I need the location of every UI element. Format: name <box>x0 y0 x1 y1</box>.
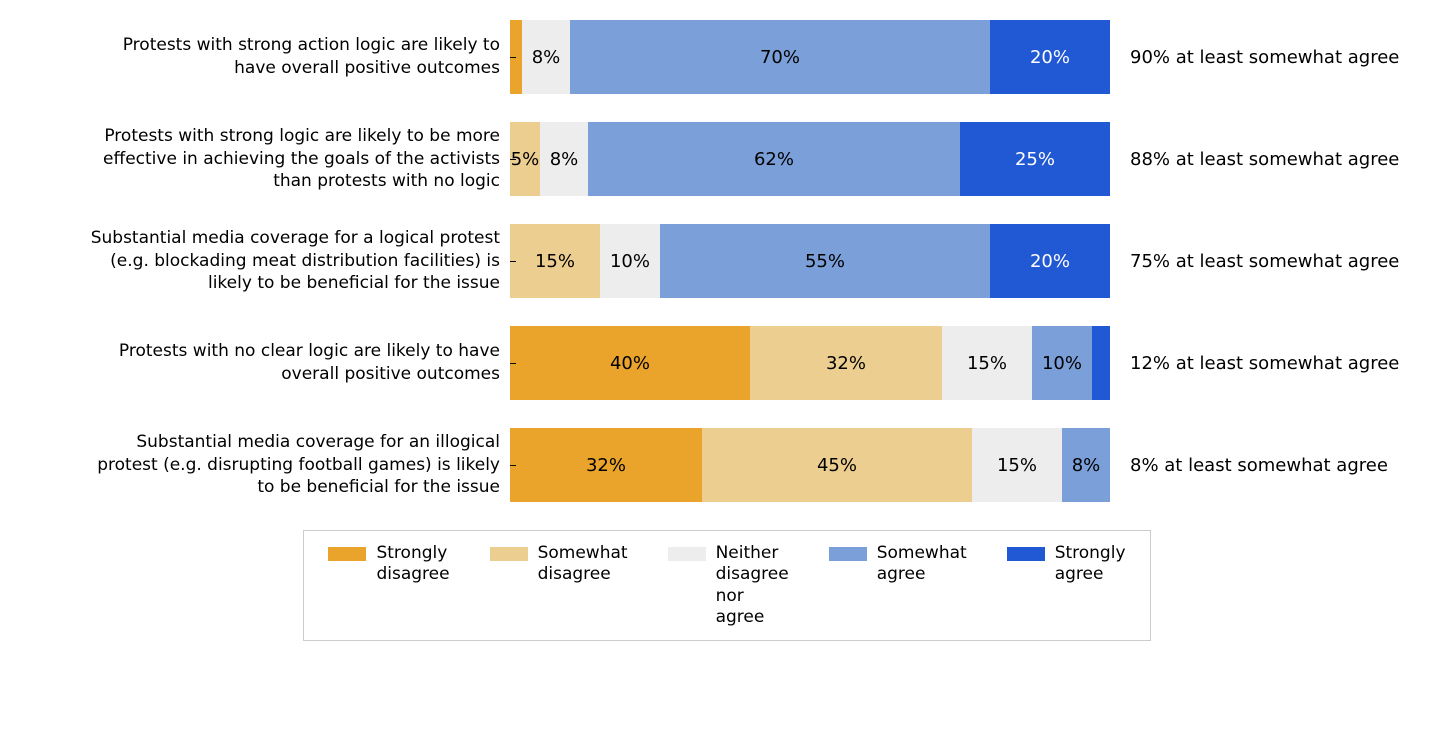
segment-value: 15% <box>997 455 1037 476</box>
bar-segment-strongly-agree: 20% <box>990 20 1110 94</box>
axis-tick <box>510 465 516 466</box>
legend-label: Stronglydisagree <box>376 543 449 586</box>
bar-area: 8% 70% 20% <box>510 20 1110 94</box>
bar-area: 32% 45% 15% 8% <box>510 428 1110 502</box>
row-label: Protests with strong action logic are li… <box>20 34 510 80</box>
bar-segment-somewhat-disagree: 15% <box>510 224 600 298</box>
legend-box: Stronglydisagree Somewhatdisagree Neitherd… <box>303 530 1150 641</box>
row-label: Substantial media coverage for an illogi… <box>20 431 510 500</box>
segment-value: 20% <box>1030 251 1070 272</box>
bar-segment-neither: 15% <box>972 428 1062 502</box>
row-summary: 8% at least somewhat agree <box>1110 455 1388 476</box>
legend-label: Somewhatagree <box>877 543 967 586</box>
chart-rows: Protests with strong action logic are li… <box>20 20 1434 502</box>
legend-swatch <box>829 547 867 561</box>
segment-value: 15% <box>535 251 575 272</box>
bar-segment-somewhat-disagree: 45% <box>702 428 972 502</box>
bar-segment-somewhat-disagree: 32% <box>750 326 942 400</box>
segment-value: 70% <box>760 47 800 68</box>
legend-label: Somewhatdisagree <box>538 543 628 586</box>
bar-segment-somewhat-agree: 62% <box>588 122 960 196</box>
bar-segment-strongly-agree: 25% <box>960 122 1110 196</box>
bar-area: 5%8%62%25% <box>510 122 1110 196</box>
bar-segment-neither: 10% <box>600 224 660 298</box>
segment-value: 40% <box>610 353 650 374</box>
axis-tick <box>510 159 516 160</box>
row-summary: 88% at least somewhat agree <box>1110 149 1399 170</box>
legend-swatch <box>668 547 706 561</box>
bar-segment-strongly-agree: 20% <box>990 224 1110 298</box>
segment-value: 62% <box>754 149 794 170</box>
stacked-bar-chart: Protests with strong action logic are li… <box>20 20 1434 641</box>
legend-item: Somewhatagree <box>829 543 967 586</box>
segment-value: 8% <box>532 47 561 68</box>
chart-row: Protests with no clear logic are likely … <box>20 326 1434 400</box>
row-summary: 75% at least somewhat agree <box>1110 251 1399 272</box>
legend-swatch <box>328 547 366 561</box>
bar-area: 15% 10% 55% 20% <box>510 224 1110 298</box>
row-label: Substantial media coverage for a logical… <box>20 227 510 296</box>
legend-item: Stronglyagree <box>1007 543 1126 586</box>
row-label: Protests with strong logic are likely to… <box>20 125 510 194</box>
bar-segment-somewhat-agree: 70% <box>570 20 990 94</box>
axis-tick <box>510 57 516 58</box>
axis-tick <box>510 363 516 364</box>
chart-row: Protests with strong logic are likely to… <box>20 122 1434 196</box>
chart-row: Substantial media coverage for an illogi… <box>20 428 1434 502</box>
chart-row: Substantial media coverage for a logical… <box>20 224 1434 298</box>
chart-row: Protests with strong action logic are li… <box>20 20 1434 94</box>
row-summary: 90% at least somewhat agree <box>1110 47 1399 68</box>
bar-segment-somewhat-agree: 8% <box>1062 428 1110 502</box>
segment-value: 20% <box>1030 47 1070 68</box>
segment-value: 45% <box>817 455 857 476</box>
row-label: Protests with no clear logic are likely … <box>20 340 510 386</box>
bar-segment-neither: 8% <box>522 20 570 94</box>
legend-label: Stronglyagree <box>1055 543 1126 586</box>
bar-segment-strongly-disagree: 32% <box>510 428 702 502</box>
legend-swatch <box>1007 547 1045 561</box>
segment-value: 25% <box>1015 149 1055 170</box>
bar-area: 40% 32% 15% 10% <box>510 326 1110 400</box>
segment-value: 10% <box>1042 353 1082 374</box>
bar-segment-somewhat-agree: 55% <box>660 224 990 298</box>
legend-swatch <box>490 547 528 561</box>
segment-value: 55% <box>805 251 845 272</box>
bar-segment-strongly-disagree: 40% <box>510 326 750 400</box>
legend-item: Stronglydisagree <box>328 543 449 586</box>
segment-value: 32% <box>826 353 866 374</box>
segment-value: 32% <box>586 455 626 476</box>
axis-tick <box>510 261 516 262</box>
segment-value: 8% <box>550 149 579 170</box>
bar-segment-neither: 8% <box>540 122 588 196</box>
legend-item: Somewhatdisagree <box>490 543 628 586</box>
bar-segment-strongly-agree <box>1092 326 1110 400</box>
segment-value: 8% <box>1072 455 1101 476</box>
row-summary: 12% at least somewhat agree <box>1110 353 1399 374</box>
bar-segment-somewhat-agree: 10% <box>1032 326 1092 400</box>
segment-value: 10% <box>610 251 650 272</box>
legend-item: Neitherdisagreenoragree <box>668 543 789 628</box>
legend: Stronglydisagree Somewhatdisagree Neitherd… <box>20 530 1434 641</box>
bar-segment-neither: 15% <box>942 326 1032 400</box>
segment-value: 15% <box>967 353 1007 374</box>
legend-label: Neitherdisagreenoragree <box>716 543 789 628</box>
